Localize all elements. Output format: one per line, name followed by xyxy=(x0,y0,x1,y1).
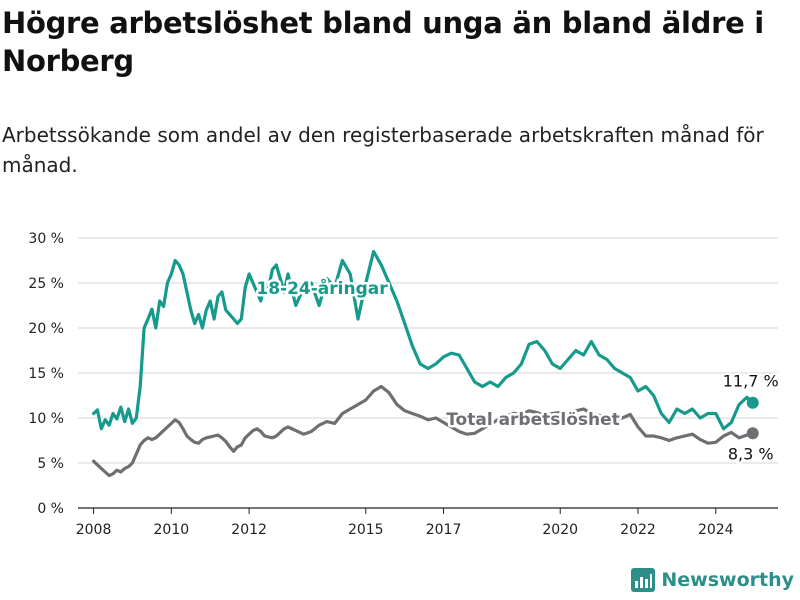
x-tick-label: 2017 xyxy=(426,522,462,538)
y-tick-label: 5 % xyxy=(37,456,64,472)
x-tick-label: 2024 xyxy=(698,522,734,538)
end-point-marker xyxy=(746,427,759,440)
chart-subtitle: Arbetssökande som andel av den registerb… xyxy=(2,123,764,177)
x-tick-label: 2022 xyxy=(620,522,656,538)
series-label-youth: 18-24-åringar xyxy=(256,277,388,299)
y-tick-label: 10 % xyxy=(28,411,64,427)
series-labels: 18-24-åringar Total arbetslöshet 11,7 % 8,3… xyxy=(254,274,781,465)
y-tick-label: 20 % xyxy=(28,321,64,337)
y-tick-label: 15 % xyxy=(28,366,64,382)
x-tick-label: 2010 xyxy=(154,522,190,538)
y-tick-label: 25 % xyxy=(28,276,64,292)
end-value-label-total: 8,3 % xyxy=(728,444,774,463)
x-tick-label: 2015 xyxy=(348,522,384,538)
x-axis-ticks: 2008 2010 2012 2015 2017 2020 2022 2024 xyxy=(76,508,734,538)
x-tick-label: 2020 xyxy=(542,522,578,538)
end-point-marker xyxy=(746,396,759,409)
bar-chart-logo-icon xyxy=(631,568,656,592)
y-tick-label: 0 % xyxy=(37,501,64,517)
end-value-label-youth: 11,7 % xyxy=(723,372,779,391)
series-lines xyxy=(92,249,755,478)
x-tick-label: 2008 xyxy=(76,522,112,538)
series-line-total xyxy=(92,384,755,478)
grid-lines xyxy=(78,237,778,509)
y-axis-ticks: 0 % 5 % 10 % 15 % 20 % 25 % 30 % xyxy=(28,231,64,517)
series-label-total: Total arbetslöshet xyxy=(446,410,620,430)
series-line-youth xyxy=(92,249,755,431)
end-markers xyxy=(746,396,759,440)
chart-title: Högre arbetslöshet bland unga än bland ä… xyxy=(2,6,764,78)
x-tick-label: 2012 xyxy=(231,522,267,538)
y-tick-label: 30 % xyxy=(28,231,64,247)
newsworthy-logo[interactable]: Newsworthy xyxy=(631,568,794,592)
brand-name: Newsworthy xyxy=(661,569,794,591)
